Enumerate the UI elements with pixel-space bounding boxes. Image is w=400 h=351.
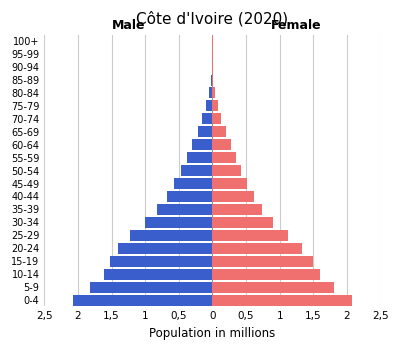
Bar (212, 282, 334, 293)
Bar (202, 113, 212, 124)
Bar (212, 256, 313, 267)
Bar (187, 152, 212, 163)
Bar (174, 178, 212, 189)
Bar (212, 113, 221, 124)
Bar (130, 230, 212, 241)
Bar (212, 294, 352, 305)
Bar (212, 100, 218, 111)
Bar (206, 100, 212, 111)
Text: Male: Male (112, 19, 145, 32)
Bar (212, 269, 320, 280)
Bar (212, 152, 236, 163)
Bar (90, 282, 212, 293)
X-axis label: Population in millions: Population in millions (149, 327, 276, 340)
Bar (192, 139, 212, 150)
Bar (211, 74, 212, 86)
Bar (212, 126, 226, 137)
Bar (145, 217, 212, 228)
Bar (212, 217, 273, 228)
Bar (181, 165, 212, 176)
Bar (209, 87, 212, 98)
Bar (104, 269, 212, 280)
Bar (118, 243, 212, 254)
Bar (72, 294, 212, 305)
Bar (157, 204, 212, 215)
Bar (212, 74, 214, 86)
Bar (212, 87, 215, 98)
Bar (212, 204, 262, 215)
Bar (212, 139, 231, 150)
Bar (198, 126, 212, 137)
Title: Côte d'Ivoire (2020): Côte d'Ivoire (2020) (136, 11, 288, 27)
Bar (212, 178, 248, 189)
Bar (212, 165, 241, 176)
Bar (212, 230, 288, 241)
Text: Female: Female (271, 19, 322, 32)
Bar (212, 191, 254, 202)
Bar (212, 61, 213, 73)
Bar (110, 256, 212, 267)
Bar (212, 243, 302, 254)
Bar (167, 191, 212, 202)
